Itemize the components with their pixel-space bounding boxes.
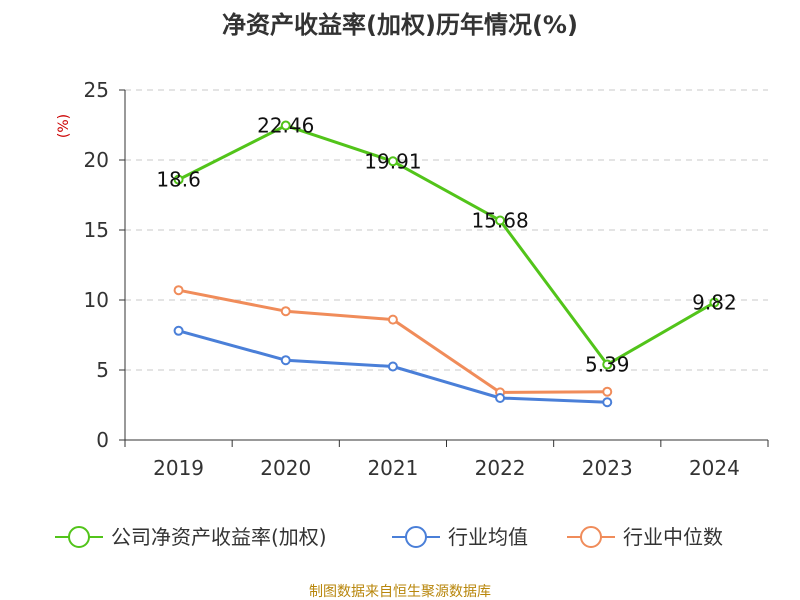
data-point (602, 397, 613, 408)
y-tick-label: 0 (96, 428, 109, 452)
y-axis-unit: (%) (56, 114, 72, 138)
data-point (602, 359, 613, 370)
legend: 公司净资产收益率(加权) 行业均值 行业中位数 (55, 525, 723, 549)
data-point (387, 156, 398, 167)
legend-marker (580, 526, 602, 548)
data-point (495, 393, 506, 403)
data-label: 15.68 (471, 208, 528, 232)
legend-item-0: 公司净资产收益率(加权) (55, 525, 327, 549)
data-point (173, 325, 184, 336)
data-point (280, 306, 291, 317)
y-tick-label: 20 (84, 148, 109, 172)
data-label: 22.46 (257, 114, 314, 138)
series-line (178, 288, 608, 394)
x-tick-label: 2020 (260, 456, 311, 480)
data-point (602, 386, 613, 397)
data-point (280, 120, 291, 131)
y-tick-label: 10 (84, 288, 109, 312)
data-point (387, 361, 398, 372)
y-tick-label: 15 (84, 218, 109, 242)
y-tick-label: 5 (96, 358, 109, 382)
y-tick-label: 25 (84, 78, 109, 102)
legend-item-1: 行业均值 (392, 525, 528, 549)
data-label: 9.82 (692, 291, 737, 315)
data-label: 5.39 (585, 353, 630, 377)
data-point (495, 215, 506, 226)
x-tick-label: 2021 (367, 456, 418, 480)
data-point (387, 314, 398, 325)
data-labels: 18.6 22.46 19.91 15.68 5.39 9.82 (156, 114, 736, 377)
series-0 (173, 120, 720, 370)
series-2 (173, 285, 613, 398)
legend-label: 公司净资产收益率(加权) (111, 525, 327, 549)
legend-marker (68, 526, 90, 548)
data-label: 18.6 (156, 168, 201, 192)
source-note: 制图数据来自恒生聚源数据库 (309, 584, 491, 600)
x-tick-label: 2023 (582, 456, 633, 480)
data-point (280, 355, 291, 366)
legend-label: 行业均值 (448, 525, 528, 549)
grid-lines (125, 89, 768, 371)
data-point (173, 174, 184, 185)
data-label: 19.91 (364, 149, 421, 173)
chart-title: 净资产收益率(加权)历年情况(%) (222, 11, 578, 39)
legend-label: 行业中位数 (623, 525, 723, 549)
axes: 0 5 10 15 20 25 2019 2020 2021 2022 2023 2024 (84, 78, 769, 480)
x-tick-label: 2022 (475, 456, 526, 480)
legend-item-2: 行业中位数 (567, 525, 723, 549)
data-point (173, 285, 184, 296)
series-line (177, 124, 716, 367)
x-tick-label: 2024 (689, 456, 740, 480)
series-1 (173, 325, 613, 408)
legend-marker (405, 526, 427, 548)
data-point (709, 297, 720, 308)
series (173, 120, 720, 408)
x-tick-label: 2019 (153, 456, 204, 480)
